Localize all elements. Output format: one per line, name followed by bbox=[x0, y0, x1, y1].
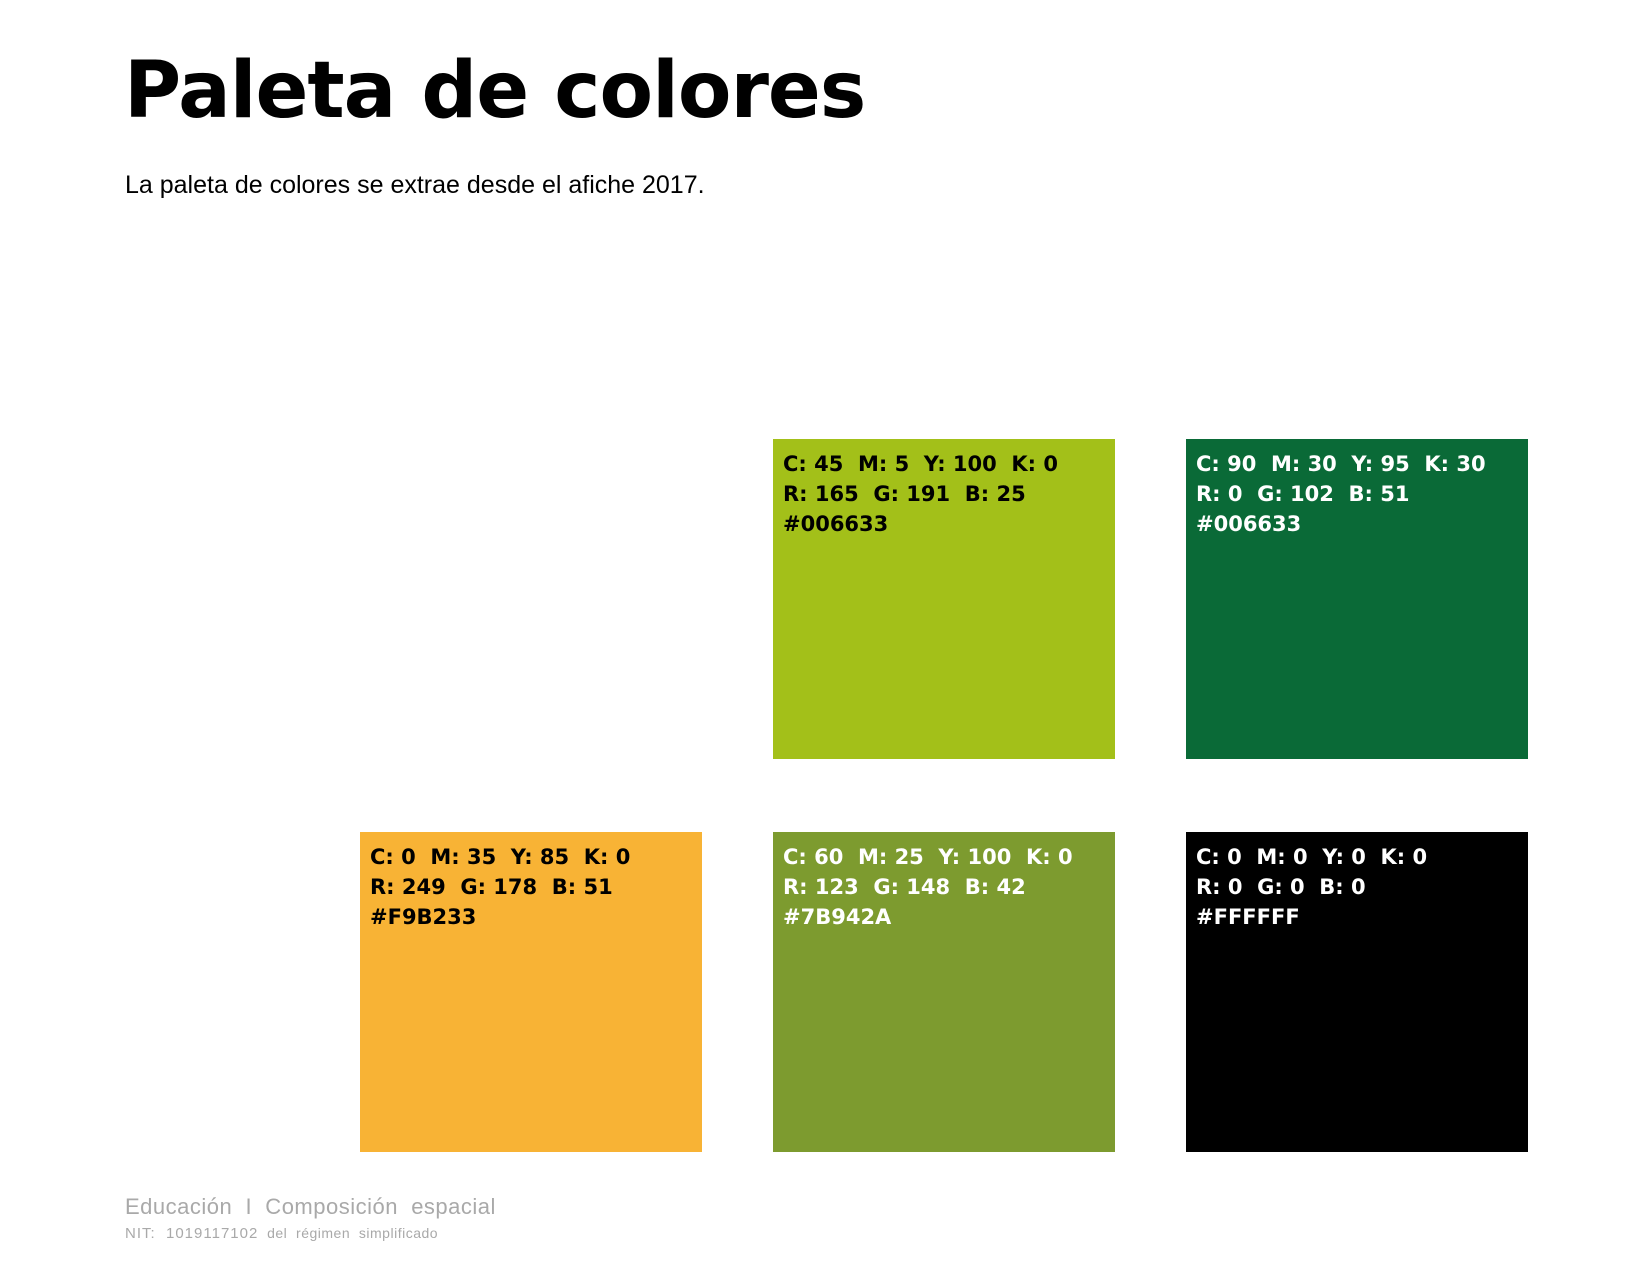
swatch-cmyk: C: 0 M: 35 Y: 85 K: 0 bbox=[370, 845, 631, 869]
swatch-hex: #7B942A bbox=[783, 905, 892, 929]
swatch-hex: #006633 bbox=[783, 512, 889, 536]
swatch-lime: C: 45 M: 5 Y: 100 K: 0 R: 165 G: 191 B: … bbox=[773, 439, 1115, 759]
swatch-cmyk: C: 60 M: 25 Y: 100 K: 0 bbox=[783, 845, 1073, 869]
footer-nit: NIT: 1019117102 del régimen simplificado bbox=[125, 1226, 438, 1241]
footer-nit-regime: del régimen simplificado bbox=[258, 1225, 439, 1241]
page-subtitle: La paleta de colores se extrae desde el … bbox=[125, 171, 705, 199]
swatch-hex: #FFFFFF bbox=[1196, 905, 1300, 929]
swatch-hex: #F9B233 bbox=[370, 905, 477, 929]
swatch-cmyk: C: 45 M: 5 Y: 100 K: 0 bbox=[783, 452, 1058, 476]
swatch-rgb: R: 0 G: 0 B: 0 bbox=[1196, 875, 1366, 899]
swatch-cmyk: C: 90 M: 30 Y: 95 K: 30 bbox=[1196, 452, 1486, 476]
swatch-rgb: R: 0 G: 102 B: 51 bbox=[1196, 482, 1410, 506]
swatch-olive: C: 60 M: 25 Y: 100 K: 0 R: 123 G: 148 B:… bbox=[773, 832, 1115, 1152]
page-title: Paleta de colores bbox=[124, 46, 866, 136]
swatch-cmyk: C: 0 M: 0 Y: 0 K: 0 bbox=[1196, 845, 1428, 869]
swatch-black: C: 0 M: 0 Y: 0 K: 0 R: 0 G: 0 B: 0 #FFFF… bbox=[1186, 832, 1528, 1152]
swatch-rgb: R: 123 G: 148 B: 42 bbox=[783, 875, 1026, 899]
swatch-orange: C: 0 M: 35 Y: 85 K: 0 R: 249 G: 178 B: 5… bbox=[360, 832, 702, 1152]
swatch-rgb: R: 165 G: 191 B: 25 bbox=[783, 482, 1026, 506]
footer-nit-number: NIT: 1019117102 bbox=[125, 1225, 259, 1242]
footer-course: Educación I Composición espacial bbox=[125, 1194, 496, 1219]
swatch-dark-green: C: 90 M: 30 Y: 95 K: 30 R: 0 G: 102 B: 5… bbox=[1186, 439, 1528, 759]
swatch-rgb: R: 249 G: 178 B: 51 bbox=[370, 875, 613, 899]
swatch-hex: #006633 bbox=[1196, 512, 1302, 536]
